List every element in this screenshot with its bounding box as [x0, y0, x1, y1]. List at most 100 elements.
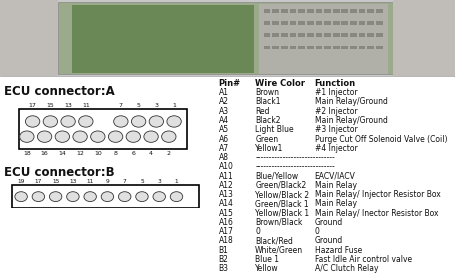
Text: 6: 6	[131, 151, 135, 156]
Text: 12: 12	[76, 151, 84, 156]
Text: A16: A16	[219, 218, 234, 227]
Bar	[324, 33, 331, 37]
Text: EACV/IACV: EACV/IACV	[315, 172, 356, 181]
Bar	[290, 9, 296, 13]
Text: #1 Injector: #1 Injector	[315, 88, 357, 97]
Text: 8: 8	[114, 151, 118, 156]
Bar	[333, 33, 339, 37]
Text: A2: A2	[219, 98, 228, 107]
Text: 4: 4	[149, 151, 153, 156]
Bar	[350, 21, 357, 25]
Text: 9: 9	[106, 179, 109, 184]
Circle shape	[136, 192, 148, 202]
Text: 17: 17	[35, 179, 42, 184]
Text: Main Relay/ Injector Resistor Box: Main Relay/ Injector Resistor Box	[315, 190, 440, 199]
Text: Function: Function	[315, 79, 356, 88]
Bar	[273, 21, 279, 25]
Text: 13: 13	[69, 179, 77, 184]
Bar	[393, 0, 455, 76]
Bar	[359, 21, 365, 25]
Text: B1: B1	[219, 246, 228, 255]
Text: Hazard Fuse: Hazard Fuse	[315, 246, 362, 255]
Text: ECU connector:A: ECU connector:A	[4, 85, 115, 98]
Bar	[298, 33, 305, 37]
Text: 11: 11	[82, 103, 90, 108]
Text: Pin#: Pin#	[219, 79, 241, 88]
Text: A11: A11	[219, 172, 233, 181]
Bar	[290, 45, 296, 49]
Text: 13: 13	[64, 103, 72, 108]
Text: A6: A6	[219, 135, 229, 144]
Circle shape	[91, 131, 105, 142]
Circle shape	[15, 192, 27, 202]
Bar	[307, 21, 314, 25]
Text: 3: 3	[155, 103, 158, 108]
Text: Blue/Yellow: Blue/Yellow	[255, 172, 298, 181]
Circle shape	[162, 131, 176, 142]
Text: Green: Green	[255, 135, 278, 144]
Text: Main Relay: Main Relay	[315, 181, 356, 190]
Bar	[333, 45, 339, 49]
Text: Brown/Black: Brown/Black	[255, 218, 302, 227]
Text: A12: A12	[219, 181, 233, 190]
Bar	[298, 45, 305, 49]
Bar	[316, 33, 322, 37]
Text: Yellow/Black 1: Yellow/Black 1	[255, 209, 309, 218]
Text: A13: A13	[219, 190, 234, 199]
Text: 0: 0	[255, 227, 260, 236]
Bar	[316, 45, 322, 49]
Bar	[367, 21, 374, 25]
Text: A7: A7	[219, 144, 229, 153]
Bar	[57, 2, 393, 75]
Circle shape	[55, 131, 70, 142]
Circle shape	[73, 131, 87, 142]
Text: 7: 7	[123, 179, 127, 184]
Bar	[264, 9, 271, 13]
Circle shape	[170, 192, 182, 202]
Text: Black2: Black2	[255, 116, 281, 125]
Text: A14: A14	[219, 199, 234, 208]
Bar	[259, 4, 389, 74]
Text: A8: A8	[219, 153, 228, 162]
Text: Green/Black 1: Green/Black 1	[255, 199, 309, 208]
Bar	[341, 45, 348, 49]
Circle shape	[153, 192, 165, 202]
Text: Yellow1: Yellow1	[255, 144, 283, 153]
Bar	[281, 45, 288, 49]
Text: Main Relay/Ground: Main Relay/Ground	[315, 116, 387, 125]
Bar	[298, 9, 305, 13]
Text: A10: A10	[219, 162, 234, 171]
Text: Red: Red	[255, 107, 270, 116]
Text: #2 Injector: #2 Injector	[315, 107, 357, 116]
Text: Main Relay/Ground: Main Relay/Ground	[315, 98, 387, 107]
Bar	[359, 33, 365, 37]
Text: Yellow: Yellow	[255, 264, 279, 273]
Text: A1: A1	[219, 88, 228, 97]
Bar	[367, 45, 374, 49]
Bar	[376, 9, 383, 13]
Circle shape	[79, 116, 93, 127]
Bar	[281, 33, 288, 37]
Bar	[333, 21, 339, 25]
Bar	[367, 33, 374, 37]
Text: 18: 18	[23, 151, 31, 156]
Bar	[72, 5, 254, 73]
Text: Fast Idle Air control valve: Fast Idle Air control valve	[315, 255, 412, 264]
Text: A15: A15	[219, 209, 234, 218]
Bar	[341, 21, 348, 25]
Bar	[316, 9, 322, 13]
Text: 1: 1	[175, 179, 178, 184]
Text: 7: 7	[119, 103, 123, 108]
Text: 10: 10	[94, 151, 102, 156]
Bar	[290, 33, 296, 37]
Text: Ground: Ground	[315, 236, 343, 246]
Bar	[273, 45, 279, 49]
Circle shape	[167, 116, 181, 127]
Text: A/C Clutch Relay: A/C Clutch Relay	[315, 264, 378, 273]
Bar	[264, 33, 271, 37]
Bar	[333, 9, 339, 13]
Text: B2: B2	[219, 255, 228, 264]
Text: A18: A18	[219, 236, 233, 246]
Circle shape	[49, 192, 62, 202]
Text: 14: 14	[58, 151, 66, 156]
